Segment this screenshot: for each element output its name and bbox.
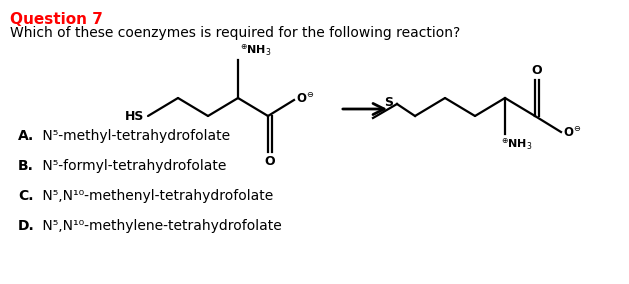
Text: HS: HS <box>125 110 144 122</box>
Text: Which of these coenzymes is required for the following reaction?: Which of these coenzymes is required for… <box>10 26 460 40</box>
Text: O: O <box>265 155 276 168</box>
Text: N⁵-methyl-tetrahydrofolate: N⁵-methyl-tetrahydrofolate <box>38 129 230 143</box>
Text: S: S <box>384 95 393 108</box>
Text: N⁵,N¹⁰-methenyl-tetrahydrofolate: N⁵,N¹⁰-methenyl-tetrahydrofolate <box>38 189 273 203</box>
Text: N⁵,N¹⁰-methylene-tetrahydrofolate: N⁵,N¹⁰-methylene-tetrahydrofolate <box>38 219 282 233</box>
Text: O$^{⊖}$: O$^{⊖}$ <box>563 126 581 140</box>
Text: D.: D. <box>18 219 35 233</box>
Text: $^{⊕}$NH$_3$: $^{⊕}$NH$_3$ <box>501 137 533 152</box>
Text: C.: C. <box>18 189 33 203</box>
Text: Question 7: Question 7 <box>10 12 103 27</box>
Text: B.: B. <box>18 159 34 173</box>
Text: N⁵-formyl-tetrahydrofolate: N⁵-formyl-tetrahydrofolate <box>38 159 226 173</box>
Text: A.: A. <box>18 129 34 143</box>
Text: $^{⊕}$NH$_3$: $^{⊕}$NH$_3$ <box>240 43 272 58</box>
Text: O: O <box>532 64 542 77</box>
Text: O$^{⊖}$: O$^{⊖}$ <box>296 92 314 106</box>
